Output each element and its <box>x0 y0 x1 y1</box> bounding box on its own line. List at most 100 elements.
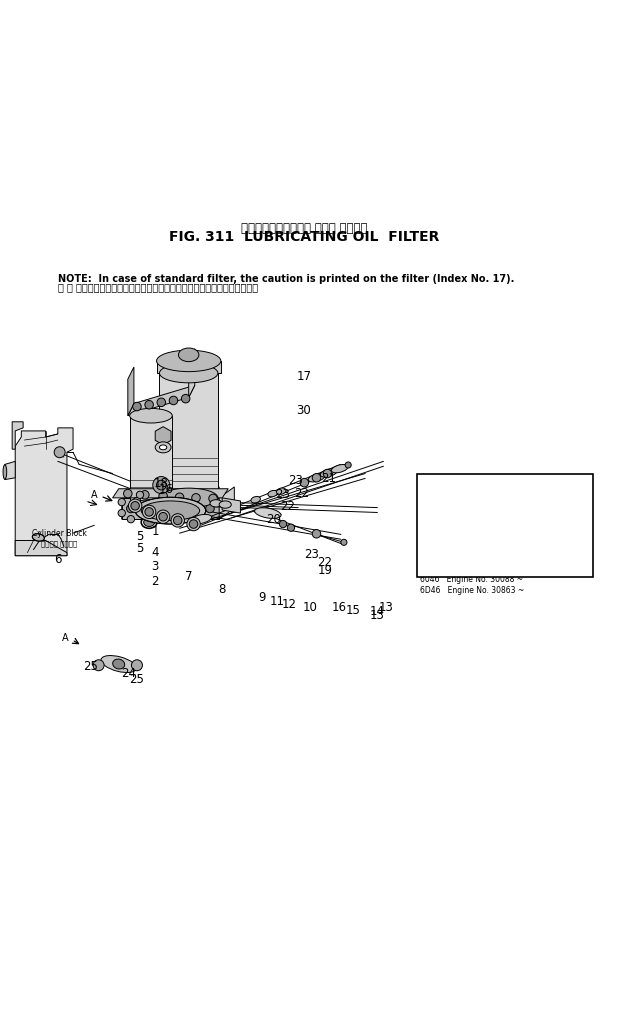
Circle shape <box>300 479 309 487</box>
Circle shape <box>145 508 153 516</box>
Text: 2: 2 <box>151 575 159 588</box>
Ellipse shape <box>500 524 522 536</box>
Text: 23: 23 <box>275 489 290 501</box>
Text: 26: 26 <box>461 481 476 494</box>
Text: 27: 27 <box>434 474 449 487</box>
Circle shape <box>156 481 166 490</box>
Ellipse shape <box>277 488 286 495</box>
Circle shape <box>322 472 328 478</box>
Circle shape <box>131 660 143 670</box>
Circle shape <box>173 516 182 524</box>
Circle shape <box>209 494 217 503</box>
Circle shape <box>334 466 341 473</box>
Polygon shape <box>128 367 134 416</box>
Ellipse shape <box>141 501 200 520</box>
Polygon shape <box>15 428 73 556</box>
Circle shape <box>143 505 156 518</box>
Text: 6: 6 <box>54 554 61 567</box>
Circle shape <box>143 504 151 513</box>
Ellipse shape <box>219 501 231 508</box>
Circle shape <box>145 401 153 409</box>
Circle shape <box>189 520 198 528</box>
Text: 23: 23 <box>288 475 302 488</box>
Circle shape <box>128 499 142 512</box>
Ellipse shape <box>268 491 277 497</box>
Circle shape <box>531 523 546 537</box>
Polygon shape <box>219 487 234 519</box>
Circle shape <box>156 510 170 523</box>
Circle shape <box>54 447 65 457</box>
Circle shape <box>312 474 321 482</box>
Text: 3: 3 <box>151 560 159 573</box>
Text: 23: 23 <box>304 548 319 561</box>
Circle shape <box>187 517 200 530</box>
Text: 11: 11 <box>269 595 284 607</box>
Ellipse shape <box>130 409 172 423</box>
Ellipse shape <box>160 488 218 508</box>
Polygon shape <box>121 498 219 519</box>
Ellipse shape <box>156 350 221 371</box>
Text: NOTE:  In case of standard filter, the caution is printed on the filter (Index N: NOTE: In case of standard filter, the ca… <box>58 275 514 285</box>
Text: 15: 15 <box>346 604 361 617</box>
Circle shape <box>287 524 295 531</box>
Ellipse shape <box>3 464 7 480</box>
Text: 12: 12 <box>282 598 297 610</box>
Polygon shape <box>121 487 219 519</box>
Ellipse shape <box>155 442 171 453</box>
Text: Cylinder Block: Cylinder Block <box>31 528 86 537</box>
Text: ルーブリケーティング オイル フィルタ: ルーブリケーティング オイル フィルタ <box>241 222 367 234</box>
Circle shape <box>426 510 445 530</box>
Polygon shape <box>12 422 23 449</box>
Circle shape <box>312 529 321 538</box>
Circle shape <box>133 497 141 505</box>
Text: 28: 28 <box>486 477 500 489</box>
Text: 24: 24 <box>121 666 136 679</box>
Ellipse shape <box>135 497 206 524</box>
Text: 29: 29 <box>507 481 522 494</box>
Ellipse shape <box>451 521 461 529</box>
Text: 22: 22 <box>294 487 309 500</box>
Circle shape <box>118 499 125 506</box>
Text: 29: 29 <box>529 481 542 491</box>
Text: 5: 5 <box>136 530 144 544</box>
Circle shape <box>279 520 287 527</box>
Ellipse shape <box>178 348 199 362</box>
Text: 27: 27 <box>429 481 442 491</box>
Ellipse shape <box>160 363 218 383</box>
Text: 22: 22 <box>280 500 295 513</box>
Circle shape <box>159 492 167 500</box>
Text: 16: 16 <box>158 484 173 497</box>
Circle shape <box>129 503 136 511</box>
Polygon shape <box>222 498 240 513</box>
Circle shape <box>175 493 184 502</box>
Text: 7: 7 <box>185 570 192 583</box>
Polygon shape <box>155 427 171 445</box>
Ellipse shape <box>190 514 212 524</box>
Circle shape <box>169 396 178 405</box>
Text: 20: 20 <box>267 513 281 525</box>
Polygon shape <box>188 349 195 397</box>
Circle shape <box>131 502 140 510</box>
Circle shape <box>136 491 143 499</box>
Text: シリンダ ブロック: シリンダ ブロック <box>41 540 77 548</box>
Ellipse shape <box>143 518 155 526</box>
Text: 18: 18 <box>154 477 169 490</box>
Text: 13: 13 <box>370 608 385 622</box>
Ellipse shape <box>251 497 260 503</box>
Text: 25: 25 <box>130 673 145 686</box>
Text: 22: 22 <box>317 557 332 570</box>
Circle shape <box>345 462 351 468</box>
Circle shape <box>127 515 135 523</box>
Ellipse shape <box>130 500 172 514</box>
Bar <box>160 373 218 498</box>
Circle shape <box>141 491 149 499</box>
Ellipse shape <box>113 659 125 669</box>
Text: 9: 9 <box>258 590 265 603</box>
Text: A: A <box>91 490 98 500</box>
Ellipse shape <box>331 464 348 473</box>
Circle shape <box>118 509 125 517</box>
Circle shape <box>126 504 135 513</box>
Circle shape <box>153 477 170 494</box>
Ellipse shape <box>210 500 222 507</box>
Ellipse shape <box>160 445 167 450</box>
